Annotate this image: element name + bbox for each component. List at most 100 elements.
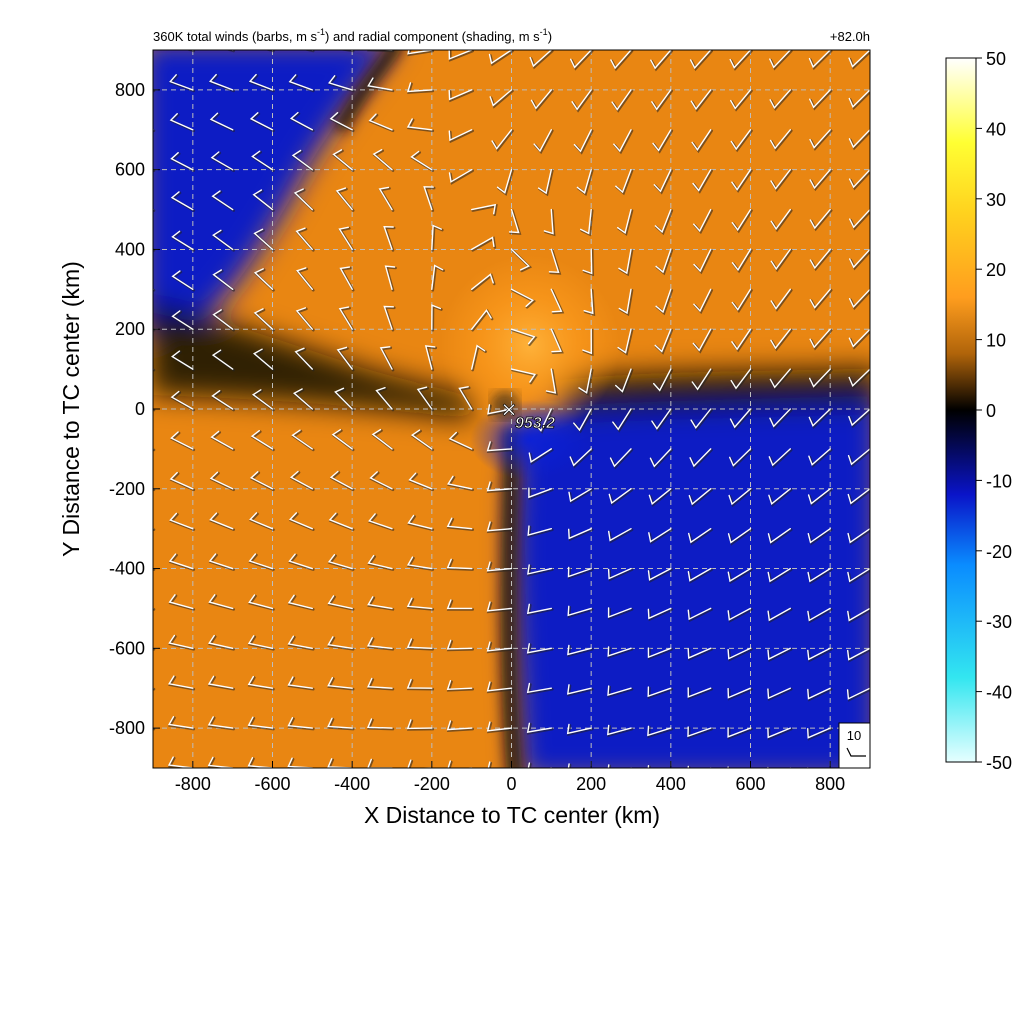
wind-barb-shadow [367, 759, 394, 768]
wind-barb [368, 513, 393, 530]
wind-barb [212, 269, 234, 290]
wind-barb [446, 720, 473, 731]
wind-barb [153, 368, 154, 370]
wind-barb-shadow [207, 757, 235, 768]
wind-barb [247, 716, 274, 729]
wind-barb [809, 328, 831, 349]
wind-barb [170, 431, 194, 450]
reference-barb-label: 10 [847, 728, 861, 743]
wind-barb [543, 208, 554, 235]
tc-center-marker: ✕ 953.2 [500, 400, 555, 433]
wind-barb [617, 328, 632, 354]
wind-barb [328, 75, 353, 91]
wind-barb [809, 368, 831, 388]
wind-barb [486, 561, 513, 572]
wind-barb [446, 517, 473, 530]
wind-barb [383, 305, 394, 330]
wind-barb [848, 50, 870, 68]
center-x-icon: ✕ [501, 400, 518, 422]
wind-barb [168, 675, 194, 689]
wind-barb-shadow [527, 643, 554, 656]
wind-barb [808, 448, 831, 466]
wind-barb [153, 687, 154, 689]
wind-barb [487, 761, 513, 768]
wind-barb [573, 129, 592, 153]
wind-barb-shadow [807, 648, 833, 663]
wind-barb [287, 676, 313, 689]
wind-barb-shadow [511, 368, 539, 385]
colorbar-tick-label: 30 [986, 190, 1006, 210]
wind-barb [296, 267, 313, 290]
wind-barb [208, 634, 234, 649]
wind-barb [847, 567, 870, 583]
wind-barb-shadow [327, 636, 355, 651]
wind-barb [849, 248, 870, 269]
wind-barb [209, 112, 234, 131]
wind-barb-shadow [208, 635, 235, 651]
x-tick-label: 600 [735, 774, 765, 794]
wind-barb [410, 150, 433, 171]
wind-barb [648, 528, 672, 543]
wind-barb-shadow [168, 635, 196, 651]
wind-barb-shadow [153, 448, 156, 452]
wind-barb-shadow [207, 676, 235, 691]
colorbar-tick-label: 0 [986, 401, 996, 421]
wind-barb [649, 448, 672, 468]
wind-barb [568, 488, 592, 503]
wind-barb [169, 113, 194, 131]
wind-barb [545, 368, 557, 394]
wind-barb [486, 641, 513, 652]
wind-barb [809, 248, 831, 270]
wind-barb [367, 554, 393, 570]
wind-barb [767, 687, 791, 700]
wind-barb-shadow [607, 685, 634, 698]
wind-barb [653, 368, 672, 392]
wind-barb [210, 430, 234, 450]
wind-barb [406, 719, 433, 730]
wind-barb-shadow [849, 769, 871, 778]
y-tick-label: 0 [135, 399, 145, 419]
wind-barb [731, 208, 752, 232]
wind-barb [727, 687, 752, 699]
wind-barb-shadow [687, 687, 713, 700]
wind-barb [249, 471, 274, 490]
x-tick-label: 0 [506, 774, 516, 794]
center-pressure-label: 953.2 [515, 415, 555, 432]
wind-barb [651, 408, 672, 430]
wind-barb-shadow [407, 515, 435, 531]
wind-barb [529, 50, 552, 68]
wind-barb [807, 727, 831, 739]
wind-barb-shadow [767, 608, 793, 624]
wind-barb [848, 288, 870, 309]
wind-barb-shadow [287, 676, 315, 691]
x-tick-label: -400 [334, 774, 370, 794]
wind-barb [367, 637, 393, 649]
wind-barb [486, 441, 513, 452]
wind-barb [730, 368, 752, 390]
wind-barb [727, 528, 752, 544]
wind-barb [446, 639, 473, 650]
wind-barb [471, 236, 495, 251]
wind-barb [169, 74, 194, 91]
wind-barb [496, 169, 513, 194]
wind-barb-shadow [847, 648, 870, 663]
wind-barb-shadow [287, 757, 315, 768]
wind-barb [406, 556, 433, 570]
wind-barb [248, 73, 274, 91]
wind-barb [209, 471, 234, 490]
wind-barb [767, 528, 791, 544]
colorbar-tick-label: 40 [986, 119, 1006, 139]
wind-barb [369, 471, 393, 490]
wind-barb [378, 186, 393, 211]
wind-barb [288, 512, 313, 530]
wind-barb [770, 248, 791, 271]
colorbar-tick-label: -50 [986, 753, 1012, 773]
wind-barb [153, 288, 154, 290]
wind-barbs [153, 50, 871, 778]
wind-barb [153, 767, 154, 768]
wind-barb-shadow [488, 761, 514, 768]
wind-barb [331, 429, 353, 450]
wind-barb [809, 169, 831, 190]
wind-barb [167, 716, 194, 729]
wind-barb-shadow [407, 82, 435, 94]
